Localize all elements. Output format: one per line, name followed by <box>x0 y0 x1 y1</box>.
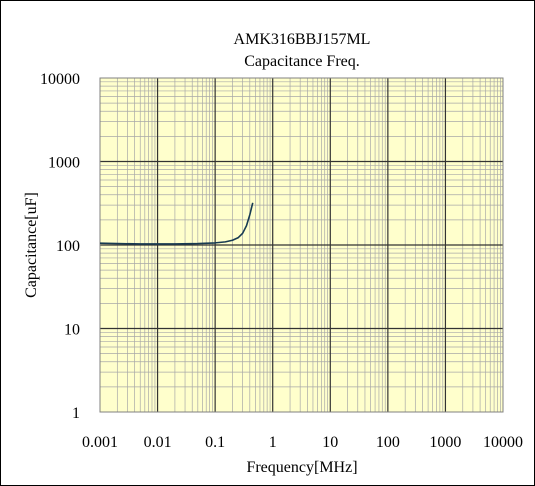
series-layer <box>99 202 254 245</box>
y-tick-label: 1000 <box>48 155 80 172</box>
x-tick-label: 10000 <box>483 434 523 451</box>
major-gridlines <box>100 78 503 412</box>
y-tick-label: 100 <box>56 238 80 255</box>
y-tick-label: 10 <box>64 322 80 339</box>
chart-subtitle: Capacitance Freq. <box>244 53 360 70</box>
chart-title: AMK316BBJ157ML <box>234 31 371 48</box>
x-tick-label: 0.001 <box>82 434 118 451</box>
y-axis-ticks: 1 10 100 1000 10000 <box>40 71 80 422</box>
capacitance-series-line <box>99 202 254 245</box>
y-tick-label: 10000 <box>40 71 80 88</box>
x-axis-label: Frequency[MHz] <box>246 459 357 476</box>
x-tick-label: 10 <box>322 434 338 451</box>
x-tick-label: 1 <box>269 434 277 451</box>
x-tick-label: 100 <box>376 434 400 451</box>
x-tick-label: 0.01 <box>144 434 172 451</box>
x-tick-label: 1000 <box>429 434 461 451</box>
plot-border <box>99 77 504 413</box>
x-tick-label: 0.1 <box>205 434 225 451</box>
y-axis-label: Capacitance[uF] <box>23 192 40 298</box>
x-axis-ticks: 0.001 0.01 0.1 1 10 100 1000 10000 <box>82 434 523 451</box>
y-tick-label: 1 <box>72 405 80 422</box>
